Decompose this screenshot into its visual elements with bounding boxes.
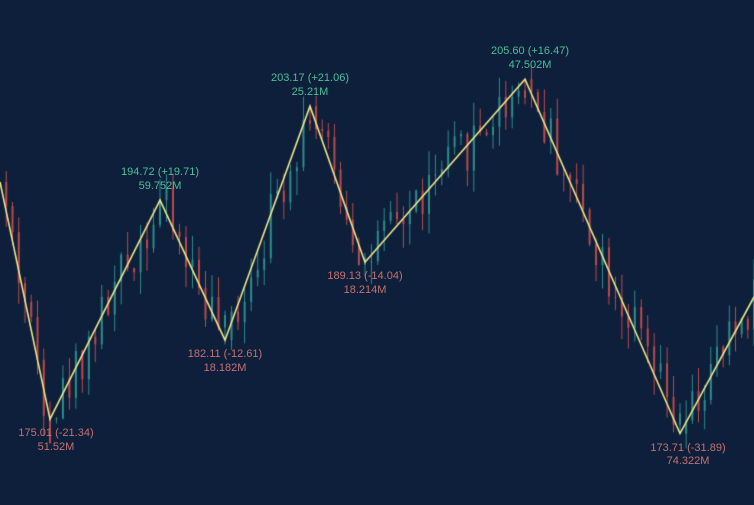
pivot-low-label: 175.01 (-21.34)51.52M [18,427,93,455]
pivot-price: 194.72 (+19.71) [121,166,199,180]
pivot-price: 203.17 (+21.06) [271,72,349,86]
pivot-price: 175.01 (-21.34) [18,427,93,441]
pivot-price: 182.11 (-12.61) [188,348,262,362]
pivot-volume: 74.322M [650,455,725,469]
pivot-price: 205.60 (+16.47) [491,45,569,59]
pivot-price: 173.71 (-31.89) [650,442,725,456]
pivot-volume: 51.52M [18,441,93,455]
pivot-volume: 47.502M [491,59,569,73]
price-chart [0,0,754,505]
pivot-low-label: 173.71 (-31.89)74.322M [650,442,725,470]
pivot-volume: 25.21M [271,86,349,100]
pivot-high-label: 205.60 (+16.47)47.502M [491,45,569,73]
pivot-volume: 59.752M [121,180,199,194]
pivot-price: 189.13 (-14.04) [327,270,402,284]
pivot-high-label: 203.17 (+21.06)25.21M [271,72,349,100]
pivot-low-label: 182.11 (-12.61)18.182M [188,348,262,376]
pivot-volume: 18.182M [188,362,262,376]
pivot-low-label: 189.13 (-14.04)18.214M [327,270,402,298]
pivot-high-label: 194.72 (+19.71)59.752M [121,166,199,194]
pivot-volume: 18.214M [327,284,402,298]
